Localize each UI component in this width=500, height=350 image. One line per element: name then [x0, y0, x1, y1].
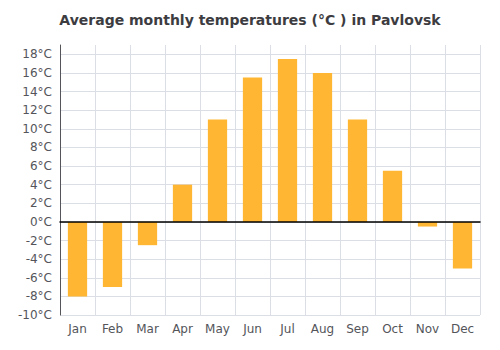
svg-text:2°C: 2°C — [30, 196, 52, 210]
svg-text:Feb: Feb — [102, 322, 123, 336]
svg-text:Nov: Nov — [416, 322, 439, 336]
svg-text:Apr: Apr — [172, 322, 193, 336]
svg-text:Sep: Sep — [346, 322, 369, 336]
svg-text:May: May — [205, 322, 230, 336]
svg-text:12°C: 12°C — [22, 103, 52, 117]
svg-text:Average monthly temperatures (: Average monthly temperatures (°C ) in Pa… — [59, 12, 441, 28]
svg-text:-4°C: -4°C — [26, 252, 52, 266]
svg-text:0°C: 0°C — [30, 215, 52, 229]
svg-text:Jun: Jun — [242, 322, 262, 336]
svg-text:Oct: Oct — [382, 322, 403, 336]
svg-text:-2°C: -2°C — [26, 234, 52, 248]
svg-text:Jan: Jan — [67, 322, 87, 336]
svg-text:10°C: 10°C — [22, 122, 52, 136]
svg-text:-6°C: -6°C — [26, 271, 52, 285]
svg-text:18°C: 18°C — [22, 47, 52, 61]
svg-text:6°C: 6°C — [30, 159, 52, 173]
svg-text:16°C: 16°C — [22, 66, 52, 80]
svg-text:Jul: Jul — [279, 322, 294, 336]
svg-text:14°C: 14°C — [22, 85, 52, 99]
svg-text:4°C: 4°C — [30, 178, 52, 192]
svg-text:Aug: Aug — [311, 322, 334, 336]
svg-text:-10°C: -10°C — [18, 308, 52, 322]
svg-text:Dec: Dec — [451, 322, 474, 336]
svg-text:Mar: Mar — [136, 322, 159, 336]
svg-text:8°C: 8°C — [30, 140, 52, 154]
svg-text:-8°C: -8°C — [26, 289, 52, 303]
